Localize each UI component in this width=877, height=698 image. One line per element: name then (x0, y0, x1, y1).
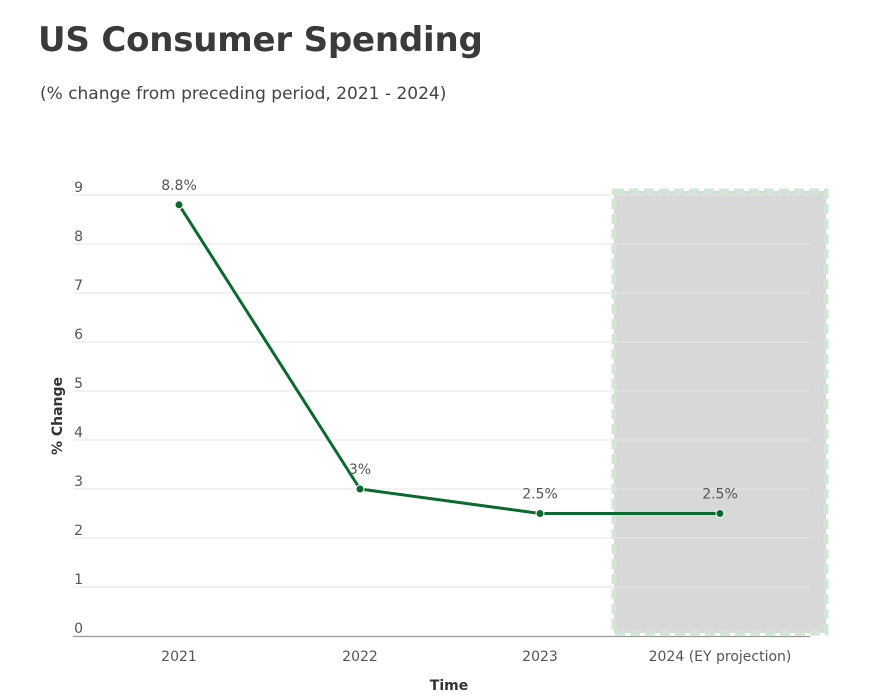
y-tick-label: 4 (74, 425, 83, 441)
y-axis-title: % Change (50, 377, 66, 455)
y-tick-label: 5 (74, 376, 83, 392)
y-tick-label: 8 (74, 229, 83, 245)
y-tick-label: 6 (74, 327, 83, 343)
data-label: 2.5% (522, 487, 558, 503)
chart-subtitle: (% change from preceding period, 2021 - … (40, 84, 447, 104)
data-point (355, 484, 365, 494)
x-tick-label: 2021 (161, 649, 197, 665)
y-tick-label: 7 (74, 278, 83, 294)
y-tick-labels: 0 1 2 3 4 5 6 7 8 9 (74, 180, 83, 637)
data-label: 2.5% (702, 487, 738, 503)
data-point (535, 509, 545, 518)
data-point (174, 200, 184, 210)
x-axis-title: Time (430, 678, 468, 694)
chart-title: US Consumer Spending (38, 20, 483, 60)
y-tick-label: 2 (74, 523, 83, 539)
x-tick-label: 2022 (342, 649, 378, 665)
x-tick-label: 2024 (EY projection) (649, 649, 792, 665)
data-label: 3% (349, 462, 371, 478)
projection-band (611, 188, 829, 636)
x-tick-label: 2023 (522, 649, 558, 665)
y-tick-label: 1 (74, 572, 83, 588)
grid-layer (73, 194, 810, 638)
x-tick-labels: 2021 2022 2023 2024 (EY projection) (161, 649, 791, 665)
projection-band-layer (611, 188, 829, 636)
y-tick-label: 3 (74, 474, 83, 490)
data-point (715, 509, 725, 518)
data-label: 8.8% (161, 178, 197, 194)
series-layer: 8.8% 3% 2.5% 2.5% (161, 178, 738, 518)
series-line (177, 203, 720, 515)
y-tick-label: 9 (74, 180, 83, 196)
y-tick-label: 0 (74, 621, 83, 637)
